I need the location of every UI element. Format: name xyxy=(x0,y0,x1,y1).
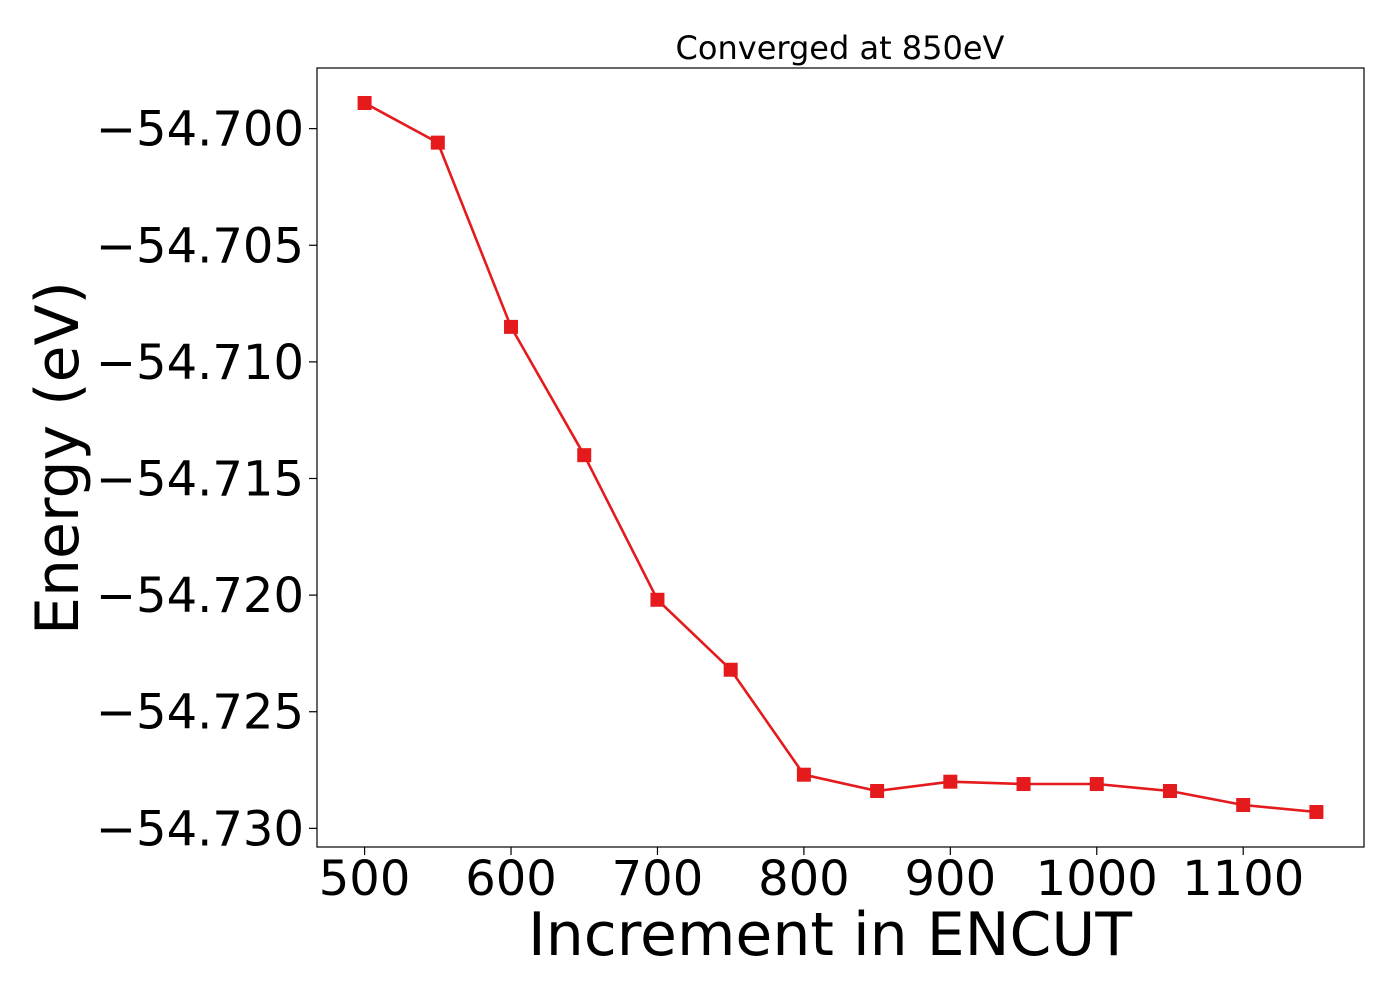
data-point-marker xyxy=(1089,777,1104,792)
data-point-marker xyxy=(1309,805,1324,820)
y-tick-label: −54.720 xyxy=(96,568,304,624)
axis-ticks: 500 600 700 800 900 1000 1100 −54.700 −54.705 −54… xyxy=(96,102,1304,907)
x-tick-label: 900 xyxy=(905,851,997,907)
x-tick-label: 700 xyxy=(612,851,704,907)
y-tick-label: −54.700 xyxy=(96,102,304,158)
series-line xyxy=(363,101,1317,814)
data-point-marker xyxy=(357,95,372,110)
x-tick-label: 1000 xyxy=(1036,851,1158,907)
data-point-marker xyxy=(796,767,811,782)
data-point-marker xyxy=(723,662,738,677)
y-tick-label: −54.725 xyxy=(96,685,304,741)
data-series xyxy=(357,95,1324,820)
y-tick-label: −54.705 xyxy=(96,218,304,274)
data-point-marker xyxy=(870,784,885,799)
data-point-marker xyxy=(943,774,958,789)
chart-title: Converged at 850eV xyxy=(676,29,1005,67)
y-tick-label: −54.730 xyxy=(96,801,304,857)
x-tick-label: 600 xyxy=(465,851,557,907)
y-tick-label: −54.715 xyxy=(96,451,304,507)
data-point-marker xyxy=(1162,784,1177,799)
x-axis-label: Increment in ENCUT xyxy=(528,900,1132,970)
x-tick-label: 800 xyxy=(758,851,850,907)
data-point-marker xyxy=(577,448,592,463)
data-point-marker xyxy=(1016,777,1031,792)
x-tick-label: 500 xyxy=(319,851,411,907)
data-point-marker xyxy=(650,592,665,607)
y-tick-label: −54.710 xyxy=(96,335,304,391)
data-point-marker xyxy=(430,135,445,150)
data-point-marker xyxy=(1236,798,1251,813)
plot-area-frame xyxy=(316,67,1365,848)
y-axis-label: Energy (eV) xyxy=(23,281,93,635)
x-tick-label: 1100 xyxy=(1182,851,1304,907)
data-point-marker xyxy=(504,319,519,334)
